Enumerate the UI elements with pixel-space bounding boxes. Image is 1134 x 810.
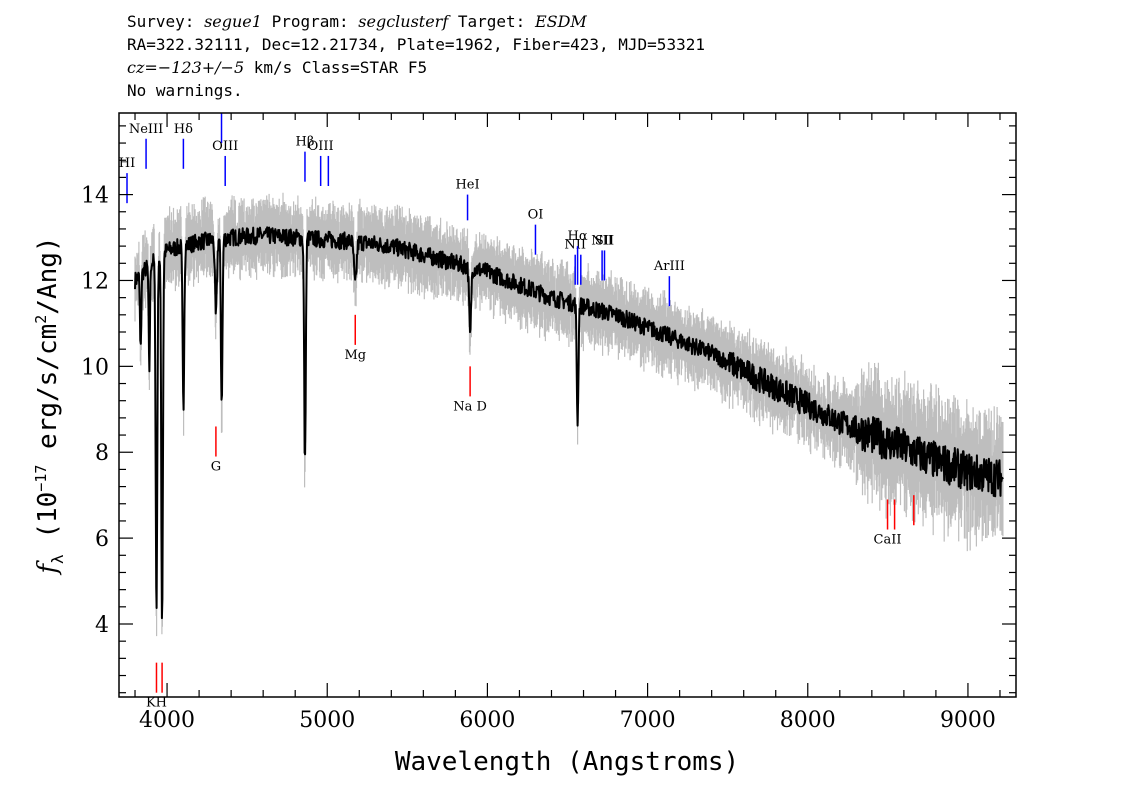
emission-line-label: NII — [591, 233, 613, 248]
x-axis-title: Wavelength (Angstroms) — [395, 747, 739, 777]
y-tick-label: 4 — [95, 613, 109, 638]
class-text: km/s Class=STAR F5 — [244, 58, 428, 77]
y-tick-label: 6 — [95, 527, 109, 552]
y-tick-label: 8 — [95, 441, 109, 466]
target-label: Target: — [448, 12, 535, 31]
emission-line-label: Hα — [568, 229, 588, 244]
absorption-line-label: Na D — [453, 399, 487, 414]
y-axis-unit: erg/s/cm — [33, 324, 63, 465]
emission-line-label: OIII — [308, 139, 334, 154]
emission-line-label: SII — [595, 233, 614, 248]
flux-line — [134, 226, 1004, 620]
y-axis-unit-end: /Ang) — [33, 236, 63, 314]
emission-line-label: NII — [564, 238, 586, 253]
x-tick-label: 5000 — [299, 708, 355, 733]
y-tick-label: 14 — [81, 184, 109, 209]
emission-line-label: OI — [528, 208, 544, 223]
program-label: Program: — [261, 12, 359, 31]
header-line-survey: Survey: segue1 Program: segclusterf Targ… — [127, 10, 705, 33]
cz-value: cz=−123+/−5 — [127, 58, 245, 77]
y-axis-exponent: −17 — [32, 465, 50, 492]
emission-line-label: HI — [119, 156, 135, 171]
absorption-line-label: Mg — [344, 348, 366, 363]
header-line-coordinates: RA=322.32111, Dec=12.21734, Plate=1962, … — [127, 35, 705, 54]
error-band-path — [134, 192, 1004, 637]
x-tick-label: 9000 — [940, 708, 996, 733]
header-line-redshift: cz=−123+/−5 km/s Class=STAR F5 — [127, 56, 705, 79]
absorption-line-label: KH — [146, 696, 167, 711]
y-tick-label: 10 — [81, 355, 109, 380]
absorption-line-label: CaII — [874, 533, 902, 548]
emission-line-label: ArIII — [653, 259, 685, 274]
plot-frame — [118, 112, 1017, 698]
emission-line-label: NeIII — [129, 122, 163, 137]
emission-line-label: OIII — [212, 139, 238, 154]
axis-ticks: 4000 5000 6000 7000 8000 9000 4 6 8 10 12 14 — [81, 113, 1016, 733]
x-tick-label: 7000 — [620, 708, 676, 733]
spectrum-header: Survey: segue1 Program: segclusterf Targ… — [127, 10, 705, 102]
x-tick-label: 6000 — [459, 708, 515, 733]
y-axis-scale: (10 — [33, 492, 63, 555]
emission-line-label: Hδ — [174, 122, 193, 137]
error-band — [134, 192, 1004, 637]
program-value: segclusterf — [358, 12, 449, 31]
x-tick-label: 4000 — [139, 708, 195, 733]
y-tick-label: 12 — [81, 269, 109, 294]
y-axis-subscript: λ — [48, 554, 67, 564]
emission-line-label: Hβ — [296, 135, 315, 150]
target-value: ESDM — [534, 12, 587, 31]
emission-line-label: HeI — [455, 178, 479, 193]
header-line-warnings: No warnings. — [127, 81, 243, 100]
x-tick-label: 8000 — [780, 708, 836, 733]
y-axis-square: 2 — [32, 315, 50, 324]
survey-label: Survey: — [127, 12, 205, 31]
flux-series — [134, 226, 1004, 620]
y-axis-title: fλ (10−17 erg/s/cm2/Ang) — [32, 236, 67, 575]
absorption-line-label: G — [211, 460, 221, 475]
survey-value: segue1 — [204, 12, 262, 31]
